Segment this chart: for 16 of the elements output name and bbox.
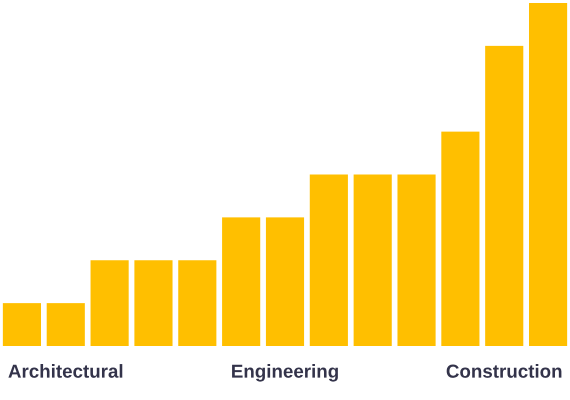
bar — [90, 260, 129, 346]
bar — [397, 174, 436, 346]
bar — [2, 303, 41, 346]
bar — [441, 132, 480, 346]
bar — [134, 260, 173, 346]
bar — [46, 303, 85, 346]
bar — [310, 174, 348, 346]
x-tick-label: Architectural — [8, 364, 122, 378]
bar — [266, 217, 304, 346]
bar — [354, 174, 392, 346]
x-tick-label: Construction — [446, 364, 562, 378]
bar — [485, 46, 524, 346]
bar — [178, 260, 216, 346]
x-tick-label: Engineering — [232, 364, 338, 382]
bar — [222, 217, 260, 346]
bar — [529, 3, 568, 346]
